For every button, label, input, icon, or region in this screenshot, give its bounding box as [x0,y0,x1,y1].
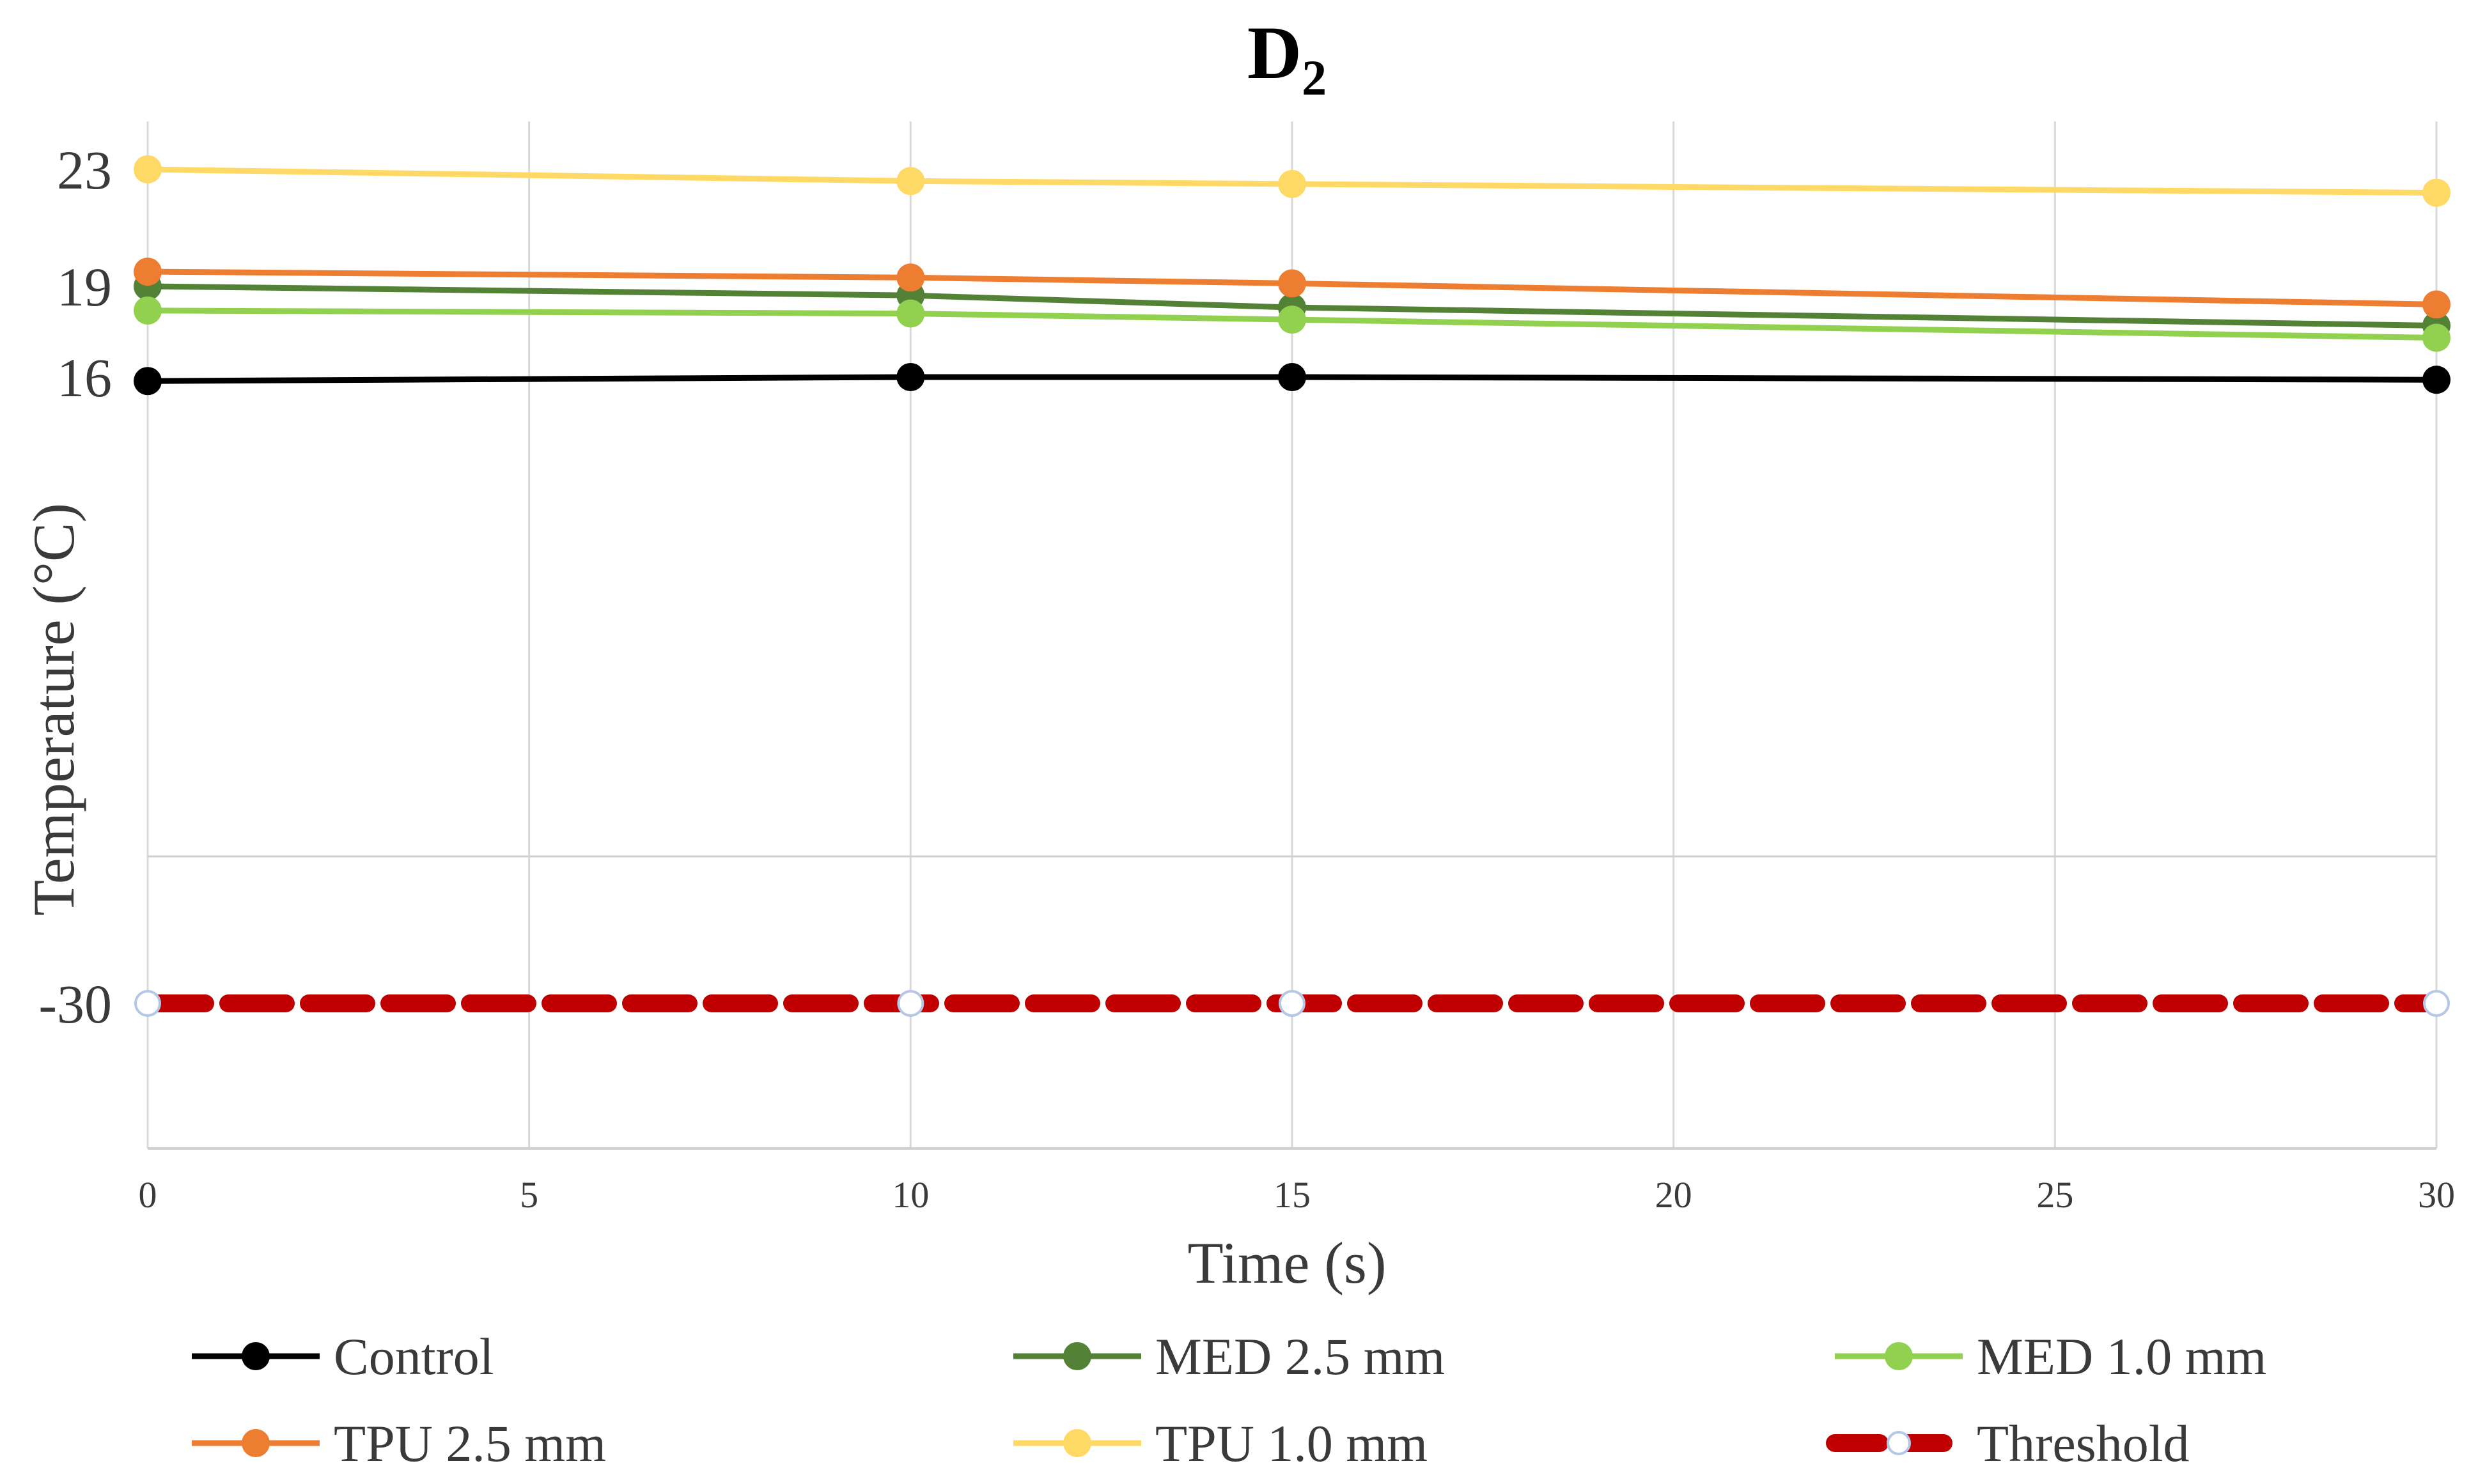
series-layer [134,155,2451,1017]
data-point-control [896,363,925,391]
data-point-tpu-1-0-mm [896,167,925,196]
label-layer: D2 Time (s) Temperature (°C) [21,11,1387,1295]
x-tick-label: 20 [1655,1174,1692,1216]
data-point-tpu-2-5-mm [896,263,925,292]
data-point-threshold [134,990,161,1017]
legend: Control MED 2.5 mm MED 1.0 mm TPU 2.5 mm TPU… [192,1327,2266,1472]
legend-marker-tpu-1-0-mm [1063,1429,1091,1457]
x-axis-title: Time (s) [1188,1230,1387,1295]
y-tick-label: -30 [38,973,112,1035]
data-point-control [1278,363,1306,391]
data-point-tpu-1-0-mm [2422,178,2451,207]
data-point-control [2422,366,2451,394]
series-line-tpu-2-5-mm [147,268,2437,307]
data-point-tpu-2-5-mm [134,258,162,286]
y-tick-label: 23 [57,139,112,201]
y-axis-title: Temperature (°C) [21,503,86,916]
chart-title-subscript: 2 [1302,50,1327,105]
x-tick-label: 0 [139,1174,157,1216]
legend-label-med-1-0-mm: MED 1.0 mm [1977,1327,2266,1386]
data-point-med-1-0-mm [2422,323,2451,352]
legend-marker-control [242,1342,270,1370]
y-tick-label: 16 [57,347,112,408]
y-tick-label: 19 [57,256,112,318]
legend-marker-threshold [1887,1431,1911,1455]
legend-label-tpu-1-0-mm: TPU 1.0 mm [1155,1414,1428,1472]
data-point-med-1-0-mm [134,296,162,325]
legend-marker-med-1-0-mm [1885,1342,1913,1370]
series-line-control [147,374,2437,384]
legend-label-control: Control [334,1327,494,1386]
legend-label-med-2-5-mm: MED 2.5 mm [1155,1327,1445,1386]
x-tick-label: 15 [1274,1174,1311,1216]
data-point-tpu-1-0-mm [134,155,162,183]
x-tick-label: 25 [2036,1174,2073,1216]
series-line-med-1-0-mm [147,307,2437,341]
data-point-threshold [2423,990,2450,1017]
x-tick-label: 30 [2418,1174,2455,1216]
series-line-med-2-5-mm [147,283,2437,328]
data-point-tpu-1-0-mm [1278,169,1306,198]
data-point-threshold [1279,990,1305,1017]
data-point-med-1-0-mm [896,299,925,328]
legend-marker-tpu-2-5-mm [242,1429,270,1457]
chart-title: D2 [1247,11,1327,105]
x-tick-label: 10 [892,1174,929,1216]
series-line-tpu-1-0-mm [147,166,2437,196]
legend-marker-med-2-5-mm [1063,1342,1091,1370]
legend-label-tpu-2-5-mm: TPU 2.5 mm [334,1414,606,1472]
data-point-threshold [897,990,924,1017]
data-point-control [134,367,162,396]
data-point-med-1-0-mm [1278,305,1306,334]
axis-layer: 0 5 10 15 20 25 30 23 19 16 -30 [38,139,2455,1216]
legend-label-threshold: Threshold [1977,1414,2189,1472]
data-point-tpu-2-5-mm [1278,269,1306,298]
x-tick-label: 5 [520,1174,538,1216]
chart-title-main: D [1247,11,1302,95]
data-point-tpu-2-5-mm [2422,290,2451,319]
